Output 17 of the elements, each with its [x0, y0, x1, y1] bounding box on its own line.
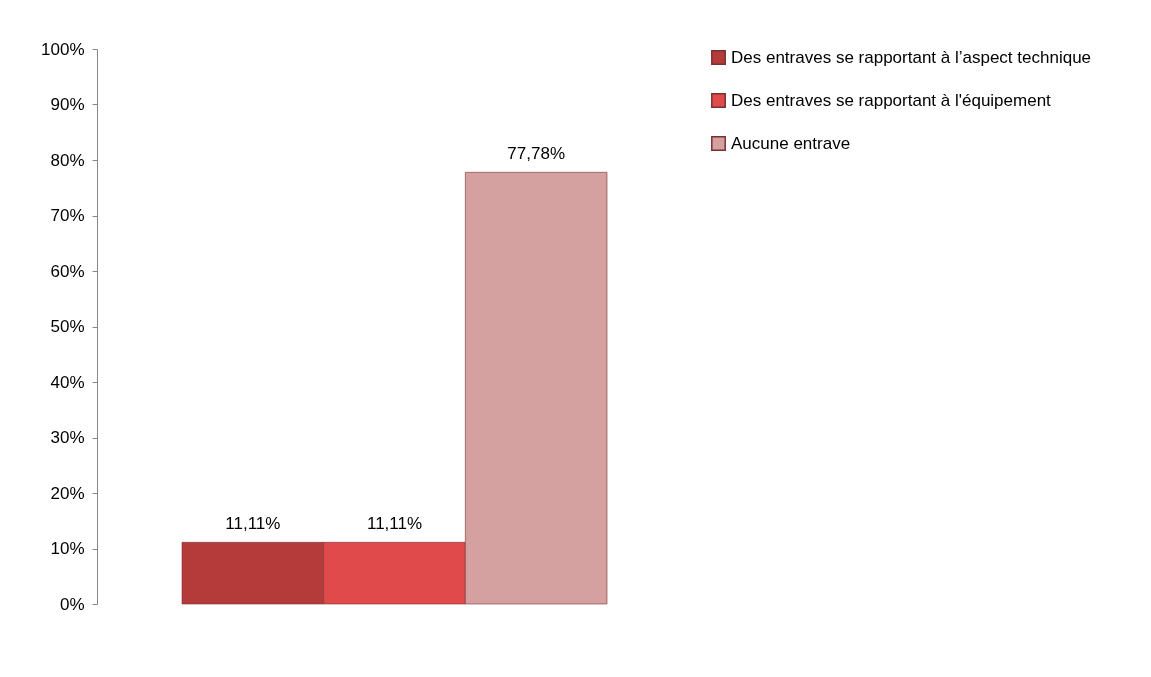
y-tick-label: 40%: [50, 372, 85, 392]
data-label: 11,11%: [225, 514, 281, 534]
data-label: 11,11%: [366, 514, 423, 534]
y-tick-label: 100%: [41, 39, 85, 59]
data-label: 77,78%: [507, 144, 565, 164]
y-tick-label: 50%: [50, 317, 85, 336]
y-tick-label: 80%: [50, 150, 85, 170]
y-tick-label: 20%: [50, 483, 85, 503]
y-tick-label: 90%: [50, 95, 85, 114]
y-tick-label: 10%: [50, 539, 85, 558]
y-tick-label: 30%: [50, 428, 85, 447]
legend-label: Aucune entrave: [731, 133, 851, 153]
legend-label: Des entraves se rapportant à l’aspect technique: [731, 47, 1092, 67]
y-tick-label: 70%: [50, 206, 85, 225]
legend-label: Des entraves se rapportant à l'équipement: [731, 90, 1052, 110]
y-tick-label: 60%: [50, 261, 85, 281]
y-tick-label: 0%: [59, 594, 85, 614]
